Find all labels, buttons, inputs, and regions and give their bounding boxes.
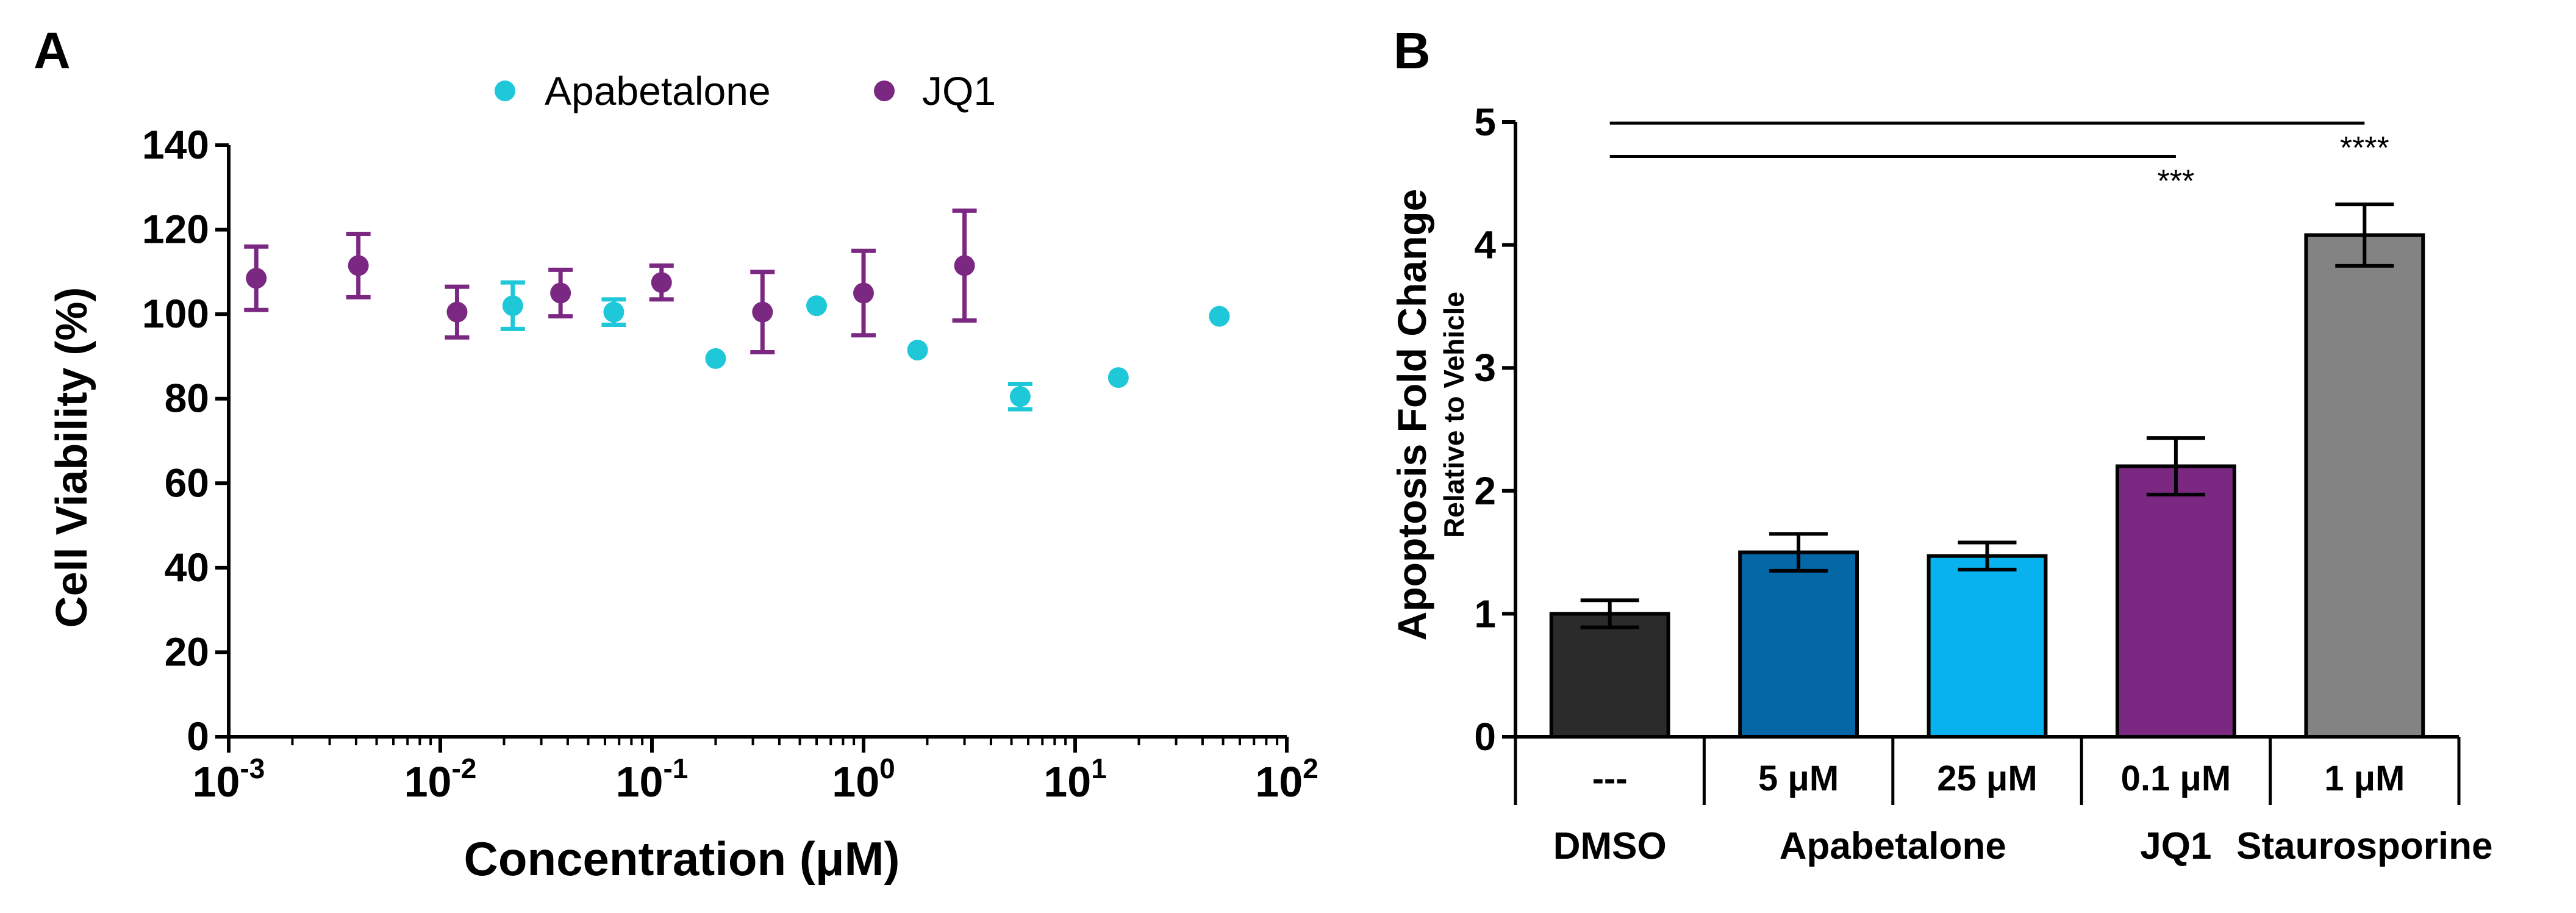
bar [1738,550,1859,739]
data-point-jq1 [246,268,267,289]
group-label: JQ1 [2140,825,2211,867]
panel-b-significance: ******* [1609,121,2389,199]
tick-exponent: 0 [879,753,895,784]
panel-a-x-tick-label: 101 [1043,753,1106,806]
panel-a-y-tick-label: 120 [142,207,209,252]
panel-a-x-tick-label: 10-3 [193,753,265,806]
tick-base: 10 [616,758,664,806]
bar [1549,612,1670,739]
data-point-apabetalone [603,301,624,323]
group-label: Apabetalone [1780,825,2006,867]
tick-exponent: 1 [1091,753,1107,784]
panel-a-x-tick-label: 10-1 [616,753,689,806]
panel-b-y-tick-label: 4 [1474,223,1496,267]
tick-exponent: -3 [240,753,265,784]
tick-base: 10 [832,758,879,806]
panel-b-y-tick-label: 5 [1474,100,1496,144]
data-point-jq1 [550,282,571,304]
panel-b-y-tick-label: 0 [1474,715,1496,759]
panel-a-y-tick-label: 20 [165,629,209,674]
category-label: 5 μM [1758,759,1839,798]
panel-a-y-tick-label: 100 [142,291,209,336]
tick-base: 10 [1043,758,1091,806]
data-point-jq1 [651,272,672,293]
category-label: 1 μM [2324,759,2405,798]
panel-a-x-tick-label: 102 [1255,753,1318,806]
panel-b-y-tick-label: 3 [1474,346,1496,390]
data-point-apabetalone [806,295,828,317]
bar [2304,233,2425,739]
legend-label-apabetalone: Apabetalone [545,68,771,113]
panel-a-y-tick-label: 80 [165,376,209,421]
bar [2115,464,2236,739]
data-point-jq1 [954,255,975,276]
panel-a-legend: Apabetalone JQ1 [495,68,996,113]
group-label: Staurosporine [2236,825,2492,867]
panel-a-y-tick-label: 40 [165,545,209,590]
panel-a-x-tick-label: 10-2 [404,753,477,806]
panel-b-label: B [1394,22,1431,79]
category-label: 0.1 μM [2121,759,2231,798]
data-point-apabetalone [1209,306,1230,327]
significance-stars: *** [2158,163,2195,199]
data-point-apabetalone [1009,386,1031,407]
tick-base: 10 [404,758,452,806]
data-point-jq1 [752,301,773,323]
panel-a-points [244,208,1230,412]
panel-b-y-tick-label: 1 [1474,592,1496,636]
data-point-jq1 [348,255,369,276]
legend-marker-apabetalone [495,81,515,101]
panel-a-x-tick-label: 100 [832,753,895,806]
panel-b-bars [1549,202,2425,739]
group-label: DMSO [1553,825,1667,867]
category-label: 25 μM [1937,759,2037,798]
panel-a-x-axis-title: Concentration (μM) [464,832,900,886]
panel-b-y-tick-label: 2 [1474,469,1496,513]
legend-label-jq1: JQ1 [922,68,996,113]
panel-b-category-axis: --- 5 μM 25 μM 0.1 μM 1 μM DMSO Apabetalone JQ1… [1514,737,2492,867]
panel-b-y-axis-subtitle: Relative to Vehicle [1438,292,1470,538]
panel-a-y-tick-label: 0 [187,714,209,759]
legend-marker-jq1 [874,81,895,101]
tick-base: 10 [193,758,240,806]
data-point-apabetalone [705,348,726,369]
tick-exponent: -2 [451,753,476,784]
category-label: --- [1592,759,1628,798]
tick-exponent: 2 [1303,753,1318,784]
panel-a-label: A [34,22,71,79]
data-point-jq1 [853,282,874,304]
panel-a-y-tick-label: 60 [165,460,209,505]
data-point-apabetalone [502,295,523,317]
tick-base: 10 [1255,758,1303,806]
significance-stars: **** [2340,131,2389,166]
data-point-apabetalone [1107,367,1129,388]
panel-a-y-tick-label: 140 [142,122,209,167]
bar [1927,554,2048,739]
panel-a-y-axis-title: Cell Viability (%) [48,287,96,628]
tick-exponent: -1 [663,753,688,784]
data-point-apabetalone [907,340,928,361]
panel-b-y-axis-title: Apoptosis Fold Change [1389,189,1434,641]
data-point-jq1 [446,301,468,323]
